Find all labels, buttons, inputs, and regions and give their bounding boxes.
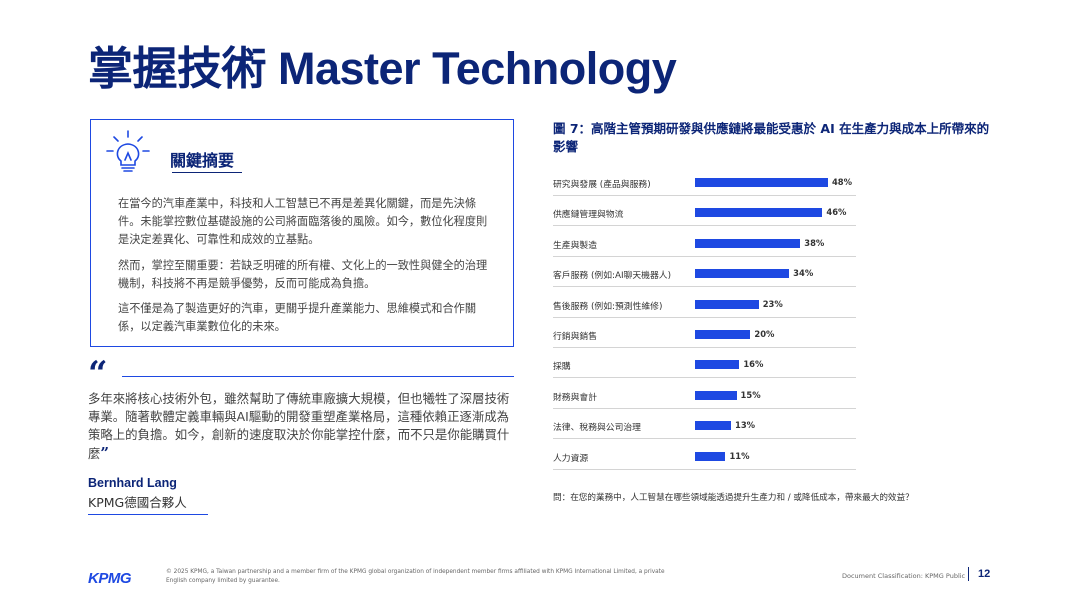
bar-label: 採購 [553, 362, 571, 373]
row-divider [553, 377, 856, 379]
bar [695, 360, 740, 370]
bar [695, 451, 726, 461]
row-divider [553, 225, 856, 227]
bar-value-label: 46% [826, 207, 847, 218]
quote-text: 多年來將核心技術外包，雖然幫助了傳統車廠擴大規模，但也犧牲了深層技術專業。隨著軟… [88, 390, 516, 463]
bar-value-label: 15% [740, 389, 761, 400]
bar [695, 178, 828, 187]
document-classification: Document Classification: KPMG Public [842, 572, 966, 580]
row-divider [553, 255, 856, 257]
quote-body: 多年來將核心技術外包，雖然幫助了傳統車廠擴大規模，但也犧牲了深層技術專業。隨著軟… [88, 391, 510, 461]
summary-paragraph-1: 在當今的汽車產業中，科技和人工智慧已不再是差異化關鍵，而是先決條件。未能掌控數位… [118, 197, 488, 246]
bar-value-label: 20% [754, 329, 775, 339]
summary-paragraph-2: 然而，掌控至關重要：若缺乏明確的所有權、文化上的一致性與健全的治理機制，科技將不… [118, 259, 488, 290]
quote-author-organization: KPMG德國合夥人 [88, 495, 187, 510]
quote-close-mark: ” [100, 444, 110, 462]
bar [695, 238, 801, 248]
bar-value-label: 16% [743, 359, 764, 370]
bar-value-label: 34% [793, 268, 814, 279]
kpmg-logo: KPMG [88, 570, 132, 587]
bar-label: 售後服務 (例如:預測性維修) [553, 301, 663, 312]
bar [695, 269, 790, 279]
bar-value-label: 38% [804, 237, 825, 248]
row-divider [553, 468, 856, 470]
bar-value-label: 23% [762, 298, 783, 309]
summary-paragraph-3: 這不僅是為了製造更好的汽車，更關乎提升產業能力、思維模式和合作關係，以定義汽車業… [118, 302, 477, 333]
chart-title: 圖 7：高階主管預期研發與供應鏈將最能受惠於 AI 在生產力與成本上所帶來的影響 [553, 121, 990, 154]
bar-label: 供應鏈管理與物流 [553, 210, 624, 221]
footer-legal-text: © 2025 KPMG, a Taiwan partnership and a … [166, 569, 665, 584]
summary-heading-underline [172, 172, 242, 173]
key-summary-box [90, 119, 514, 347]
bar [695, 299, 759, 309]
bar-value-label: 11% [729, 450, 750, 461]
quote-open-mark: “ [88, 354, 108, 394]
bar [695, 330, 751, 339]
summary-heading: 關鍵摘要 [170, 151, 235, 170]
quote-rule [122, 376, 514, 377]
chart-note: 問：在您的業務中，人工智慧在哪些領域能透過提升生產力和 / 或降低成本，帶來最大… [553, 493, 914, 503]
bar [695, 390, 737, 400]
bar [695, 208, 823, 218]
row-divider [553, 195, 856, 196]
row-divider [553, 316, 856, 318]
page-number: 12 [978, 568, 991, 580]
row-divider [553, 347, 856, 348]
bar-label: 行銷與銷售 [553, 332, 597, 342]
bar-value-label: 48% [831, 177, 852, 187]
bar-label: 人力資源 [553, 453, 589, 464]
row-divider [553, 407, 856, 409]
lightbulb-icon [106, 130, 150, 172]
bar-value-label: 13% [735, 420, 756, 431]
footer-separator [968, 567, 969, 581]
bar-label: 生產與製造 [553, 240, 597, 251]
bar [695, 421, 731, 431]
row-divider [553, 438, 856, 440]
quote-author: Bernhard Lang [88, 476, 177, 490]
bar-label: 財務與會計 [553, 392, 597, 403]
bar-label: 法律、稅務與公司治理 [553, 423, 641, 434]
row-divider [553, 286, 856, 288]
bar-label: 客戶服務 (例如:AI聊天機器人) [553, 271, 672, 282]
bar-label: 研究與發展 (產品與服務) [553, 180, 651, 190]
author-underline [88, 514, 208, 515]
page-title: 掌握技術 Master Technology [88, 43, 677, 94]
